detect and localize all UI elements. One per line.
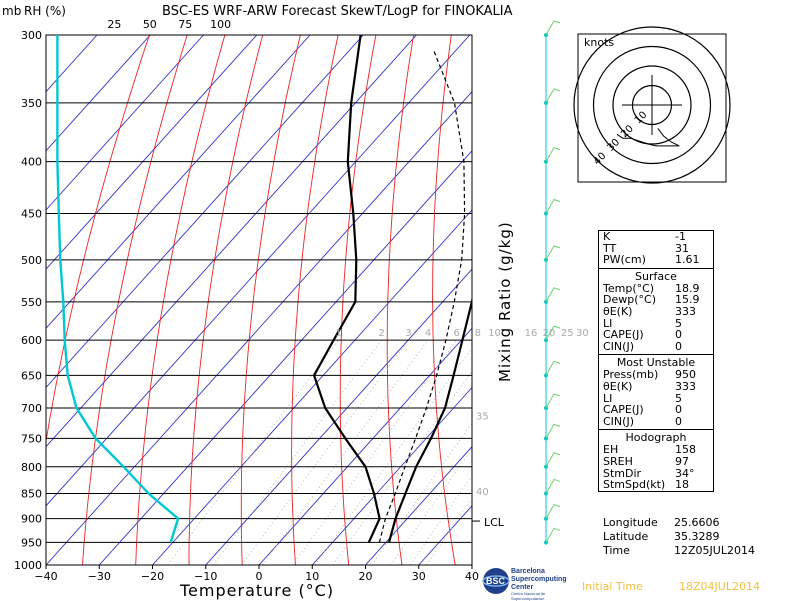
rh-tick-label: 75 — [178, 18, 192, 31]
mixing-ratio-label: 10 — [488, 328, 501, 339]
x-tick-label: 20 — [359, 570, 373, 583]
mixing-ratio-label: 8 — [475, 328, 481, 339]
pressure-tick-label: 850 — [21, 487, 42, 500]
isotherm-line — [366, 35, 800, 565]
wind-barb — [546, 89, 560, 103]
mixing-ratio-label: 4 — [425, 328, 431, 339]
mixing-ratio-line — [391, 340, 549, 565]
pressure-tick-label: 400 — [21, 156, 42, 169]
mixing-ratio-label: 30 — [576, 328, 589, 339]
mixing-ratio-label: 1 — [335, 328, 341, 339]
wind-barb — [546, 199, 560, 213]
bsc-logo-mark: BSC — [481, 566, 511, 596]
svg-text:BSC: BSC — [486, 576, 506, 586]
x-tick-label: −20 — [141, 570, 164, 583]
most-unstable-stat-row: θE(K)333 — [599, 381, 713, 393]
wind-barb — [546, 394, 560, 408]
wind-barb — [546, 246, 560, 260]
pressure-tick-label: 550 — [21, 296, 42, 309]
wind-barb — [546, 361, 560, 375]
surface-stat-row: θE(K)333 — [599, 306, 713, 318]
pressure-tick-label: 800 — [21, 461, 42, 474]
most-unstable-stat-row: CIN(J)0 — [599, 416, 713, 428]
mixing-ratio-label: 25 — [561, 328, 574, 339]
x-tick-label: −10 — [194, 570, 217, 583]
rh-axis-label: RH (%) — [24, 4, 66, 18]
pressure-tick-label: 650 — [21, 369, 42, 382]
isotherm-line — [0, 35, 97, 565]
wind-barb — [546, 479, 560, 493]
isotherm-line — [0, 35, 470, 565]
x-tick-label: 10 — [305, 570, 319, 583]
lcl-label: LCL — [484, 516, 505, 529]
pressure-tick-label: 600 — [21, 334, 42, 347]
mixing-ratio-label: 20 — [543, 328, 556, 339]
chart-title: BSC-ES WRF-ARW Forecast SkewT/LogP for F… — [162, 4, 513, 19]
dry-adiabat-line — [716, 35, 800, 565]
dry-adiabat-line — [83, 35, 188, 565]
pressure-tick-label: 300 — [21, 29, 42, 42]
pressure-tick-label: 450 — [21, 207, 42, 220]
x-tick-label: 30 — [412, 570, 426, 583]
pressure-tick-label: 700 — [21, 402, 42, 415]
x-tick-label: 40 — [465, 570, 479, 583]
mixing-ratio-label: 3 — [405, 328, 411, 339]
wind-barb — [546, 528, 560, 542]
pressure-tick-label: 750 — [21, 432, 42, 445]
wind-barb — [546, 453, 560, 467]
dry-adiabat-line — [753, 35, 800, 565]
dry-adiabat-line — [791, 35, 800, 565]
rh-tick-label: 25 — [107, 18, 121, 31]
pressure-tick-label: 500 — [21, 254, 42, 267]
x-tick-label: −30 — [88, 570, 111, 583]
surface-stat-row: CIN(J)0 — [599, 341, 713, 353]
pw-row: PW(cm)1.61 — [599, 254, 713, 266]
hodograph-ring-label: 40 — [592, 151, 609, 168]
wind-barb — [546, 21, 560, 35]
mixing-ratio-label: 6 — [454, 328, 460, 339]
pressure-tick-label: 900 — [21, 513, 42, 526]
initial-time-value: 18Z04JUL2014 — [679, 580, 760, 593]
mixing-ratio-line — [262, 340, 428, 565]
y-axis-label: Mixing Ratio (g/kg) — [496, 221, 514, 382]
theta-label: 40 — [476, 487, 489, 498]
x-tick-label: −40 — [34, 570, 57, 583]
hodograph-ring-label: 30 — [605, 137, 622, 154]
dry-adiabat-line — [189, 35, 263, 565]
wind-barb — [546, 288, 560, 302]
wind-barb — [546, 148, 560, 162]
x-tick-label: 0 — [256, 570, 263, 583]
x-axis-label: Temperature (°C) — [179, 581, 334, 600]
mixing-ratio-line — [410, 340, 567, 565]
hodograph-stat-row: StmSpd(kt)18 — [599, 479, 713, 491]
pressure-axis-label: mb — [2, 4, 21, 18]
pressure-tick-label: 950 — [21, 536, 42, 549]
dry-adiabat-line — [136, 35, 225, 565]
bsc-logo: BSC Barcelona Supercomputing Center Cent… — [481, 566, 579, 596]
initial-time-label: Initial Time — [582, 580, 643, 593]
isotherm-line — [0, 35, 363, 565]
theta-label: 35 — [476, 411, 489, 422]
isotherm-line — [153, 35, 630, 565]
isotherm-line — [46, 35, 523, 565]
wind-barb — [546, 424, 560, 438]
pressure-tick-label: 350 — [21, 97, 42, 110]
dry-adiabat-line — [519, 35, 562, 565]
wind-barb — [546, 505, 560, 519]
rh-tick-label: 100 — [210, 18, 231, 31]
mixing-ratio-label: 2 — [379, 328, 385, 339]
mixing-ratio-label: 16 — [525, 328, 538, 339]
rh-tick-label: 50 — [143, 18, 157, 31]
